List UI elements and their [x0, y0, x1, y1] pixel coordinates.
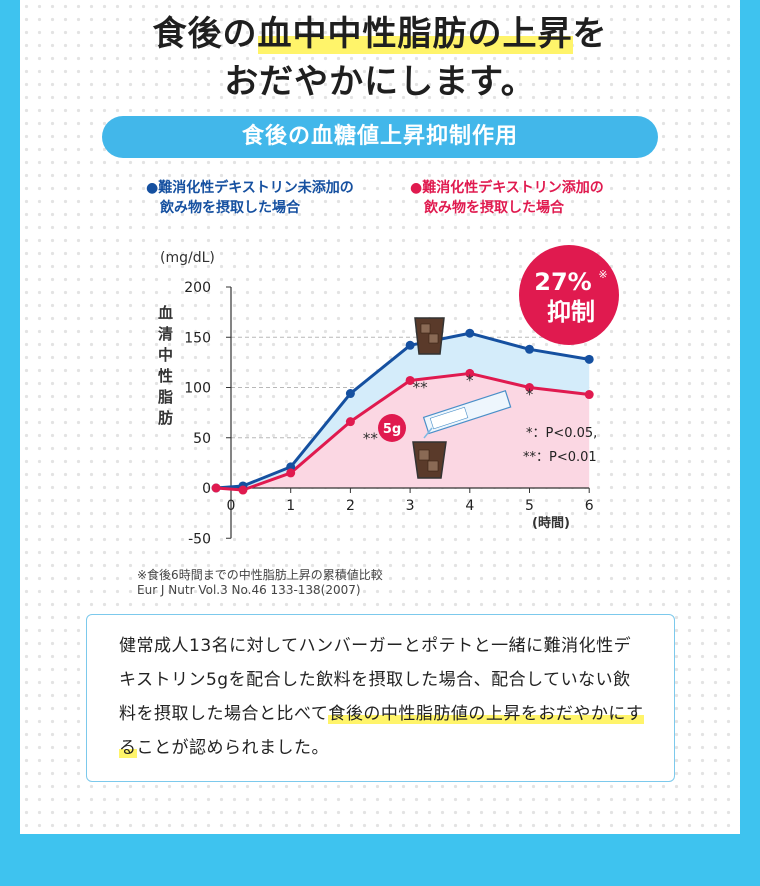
red-data-point — [345, 417, 355, 427]
reduction-value: 27% — [534, 268, 591, 296]
dose-badge — [378, 414, 406, 442]
chart-fills — [216, 333, 590, 491]
drink-cup-icon — [414, 317, 445, 355]
blue-data-point — [405, 340, 415, 350]
y-axis-label: 血清中性脂肪 — [158, 304, 173, 427]
sig-legend-1: *：P<0.05, — [526, 426, 597, 441]
headline-post: を — [572, 14, 608, 54]
reduction-badge — [519, 245, 619, 345]
chart-ticks: 200 150 100 50 0 -50 0 1 2 3 4 5 6 — [184, 280, 593, 547]
red-series-line — [215, 371, 590, 492]
red-data-point — [584, 390, 594, 400]
y-tick-label: 150 — [184, 330, 211, 346]
sig-legend-2: **：P<0.01 — [523, 450, 597, 465]
headline-line2: おだやかにします。 — [224, 62, 536, 102]
section-title-pill: 食後の血糖値上昇抑制作用 — [102, 116, 658, 158]
y-tick-label: 100 — [184, 381, 211, 397]
powder-stream-icon — [423, 427, 433, 439]
x-tick-label: 6 — [585, 498, 594, 514]
significance-mark: * — [466, 371, 474, 389]
chart-lines — [215, 331, 590, 492]
significance-mark: ** — [363, 430, 379, 448]
dose-label: 5g — [383, 422, 401, 437]
description-box: 健常成人13名に対してハンバーガーとポテトと一緒に難消化性デキストリン5gを配合… — [86, 614, 675, 782]
chart-axes — [215, 287, 590, 539]
reduction-note-mark: ※ — [598, 268, 607, 281]
chart-grid — [231, 336, 590, 439]
red-data-point — [286, 468, 296, 478]
y-tick-label: 0 — [202, 481, 211, 497]
x-tick-label: 5 — [525, 498, 534, 514]
x-axis-label: (時間) — [532, 515, 570, 531]
blue-data-point — [345, 389, 355, 399]
description-text-end: ことが認められました。 — [136, 738, 329, 758]
legend-blue: ●難消化性デキストリン未添加の 飲み物を摂取した場合 — [146, 178, 354, 218]
y-tick-label: 200 — [184, 280, 211, 296]
legend-red-line1: ●難消化性デキストリン添加の — [410, 180, 604, 196]
headline-highlight: 血中中性脂肪の上昇 — [257, 14, 573, 54]
x-tick-label: 2 — [346, 498, 355, 514]
y-tick-label: -50 — [188, 531, 211, 547]
red-data-point — [238, 485, 248, 495]
significance-marks: **** ** — [363, 371, 534, 447]
drink-cup-icon — [412, 441, 447, 479]
blue-data-point — [584, 354, 594, 364]
x-tick-label: 1 — [286, 498, 295, 514]
footnote-1: ※食後6時間までの中性脂肪上昇の累積値比較 — [137, 568, 383, 582]
red-data-point — [465, 368, 475, 378]
headline-line1: 食後の血中中性脂肪の上昇を — [0, 6, 760, 55]
blue-series-line — [215, 331, 590, 490]
legend-red-line2: 飲み物を摂取した場合 — [424, 200, 564, 216]
significance-mark: * — [526, 386, 534, 404]
blue-data-point — [465, 328, 475, 338]
significance-mark: ** — [413, 378, 429, 396]
headline-pre: 食後の — [152, 14, 258, 54]
chart-points — [211, 328, 594, 495]
footnote-2: Eur J Nutr Vol.3 No.46 133-138(2007) — [137, 583, 361, 597]
red-data-point — [405, 375, 415, 385]
y-tick-label: 50 — [193, 431, 211, 447]
x-tick-label: 0 — [227, 498, 236, 514]
blue-area — [216, 333, 590, 491]
y-unit-label: (mg/dL) — [160, 250, 215, 266]
x-tick-label: 3 — [406, 498, 415, 514]
red-data-point — [211, 483, 221, 493]
blue-data-point — [525, 344, 534, 354]
legend-red: ●難消化性デキストリン添加の 飲み物を摂取した場合 — [410, 178, 604, 218]
legend-blue-line1: ●難消化性デキストリン未添加の — [146, 180, 354, 196]
red-data-point — [525, 383, 534, 392]
description-text: 健常成人13名に対してハンバーガーとポテトと一緒に難消化性デキストリン5gを配合… — [119, 636, 632, 724]
x-tick-label: 4 — [465, 498, 474, 514]
stick-packet-icon — [422, 390, 512, 435]
legend-blue-line2: 飲み物を摂取した場合 — [160, 200, 300, 216]
reduction-label: 抑制 — [547, 298, 595, 326]
